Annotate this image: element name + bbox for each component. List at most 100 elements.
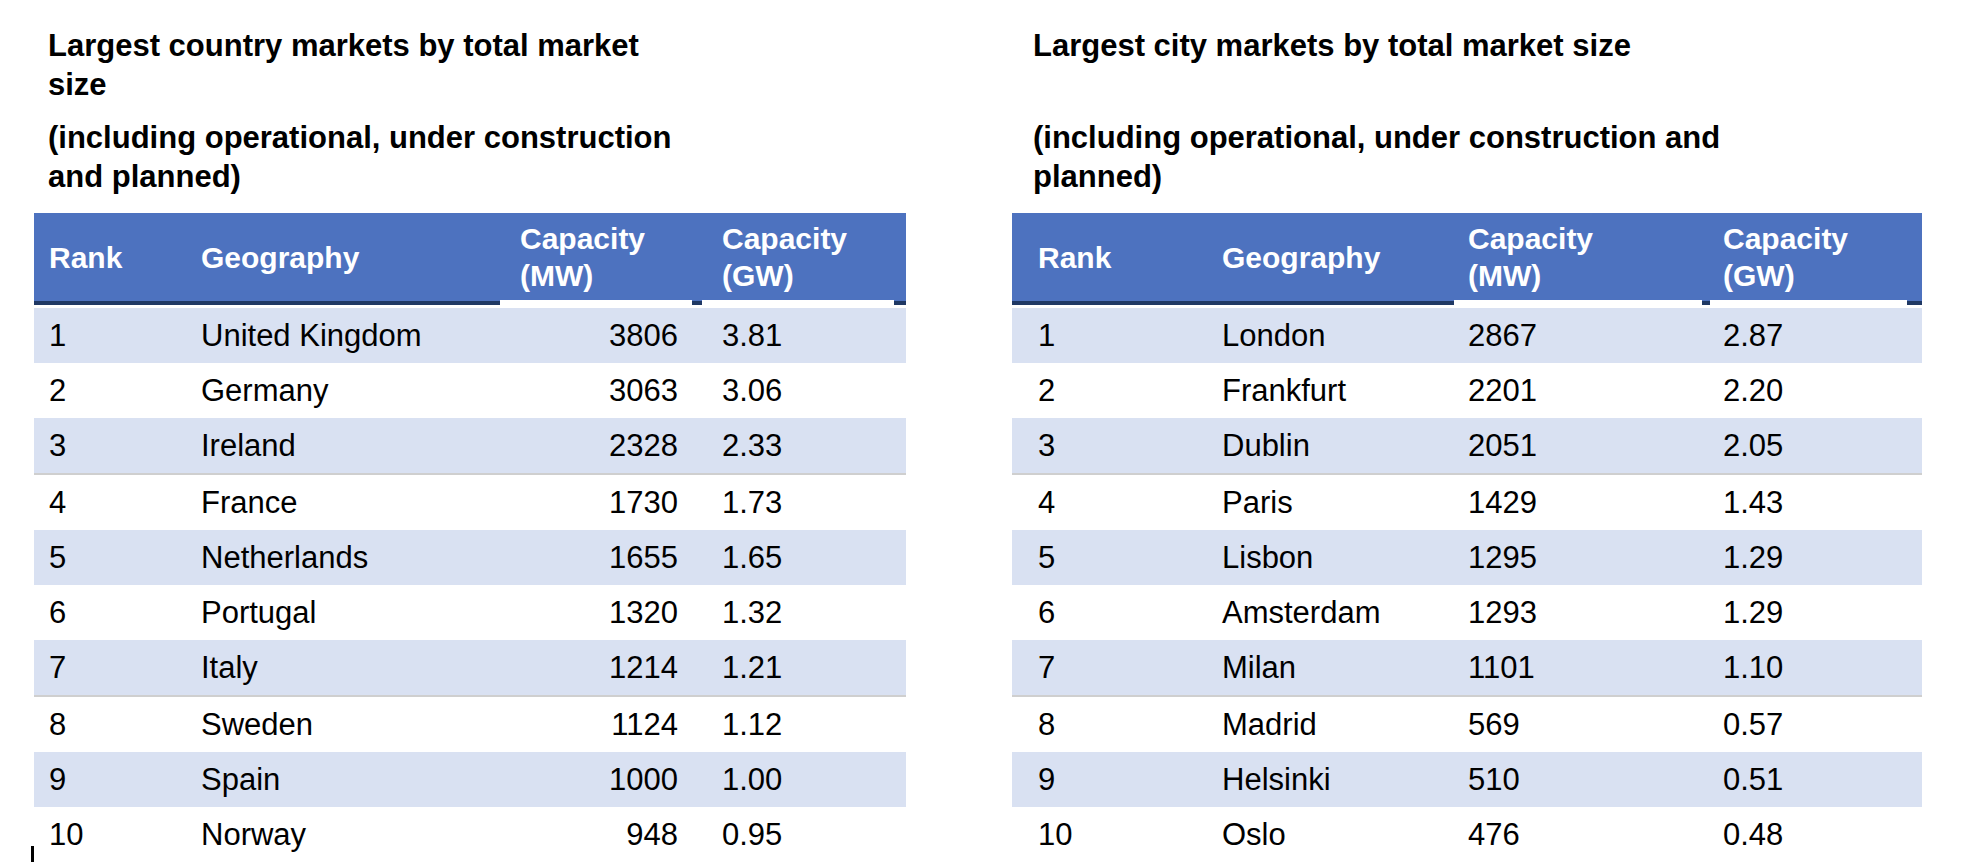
city-header-capacity-gw: Capacity (GW) [1707,213,1922,305]
country-header-row: Rank Geography Capacity (MW) Capacity (G… [34,213,906,305]
capacity-mw-cell: 1124 [504,697,694,752]
capacity-mw-cell: 476 [1457,807,1707,862]
city-header-capacity-mw-line2: (MW) [1468,257,1707,294]
country-subtitle-line1: (including operational, under constructi… [48,118,671,157]
country-table-container: Rank Geography Capacity (MW) Capacity (G… [34,213,906,862]
capacity-mw-cell: 3063 [504,363,694,418]
table-row: 4 France 1730 1.73 [34,475,906,530]
country-header-capacity-mw-line2: (MW) [520,257,694,294]
rank-cell: 7 [34,640,182,697]
geography-cell: United Kingdom [182,305,504,363]
table-row: 9 Spain 1000 1.00 [34,752,906,807]
rank-cell: 8 [34,697,182,752]
geography-cell: Dublin [1197,418,1457,475]
geography-cell: Helsinki [1197,752,1457,807]
capacity-mw-cell: 1320 [504,585,694,640]
table-row: 8 Madrid 569 0.57 [1012,697,1922,752]
country-table-subtitle: (including operational, under constructi… [48,118,671,196]
capacity-mw-cell: 1214 [504,640,694,697]
country-table-title: Largest country markets by total market … [48,26,639,104]
geography-cell: Norway [182,807,504,862]
table-row: 7 Italy 1214 1.21 [34,640,906,697]
capacity-gw-cell: 0.57 [1707,697,1922,752]
capacity-mw-cell: 1000 [504,752,694,807]
capacity-mw-cell: 1295 [1457,530,1707,585]
country-header-capacity-gw-line1: Capacity [722,220,906,257]
rank-cell: 9 [34,752,182,807]
rank-cell: 1 [34,305,182,363]
table-row: 10 Oslo 476 0.48 [1012,807,1922,862]
geography-cell: Sweden [182,697,504,752]
city-subtitle-line1: (including operational, under constructi… [1033,118,1720,157]
capacity-gw-cell: 1.00 [694,752,906,807]
geography-cell: France [182,475,504,530]
table-row: 6 Portugal 1320 1.32 [34,585,906,640]
rank-cell: 6 [1012,585,1197,640]
rank-cell: 7 [1012,640,1197,697]
table-row: 3 Ireland 2328 2.33 [34,418,906,475]
geography-cell: Italy [182,640,504,697]
city-title-line1: Largest city markets by total market siz… [1033,26,1631,65]
table-row: 2 Frankfurt 2201 2.20 [1012,363,1922,418]
country-title-line1: Largest country markets by total market [48,26,639,65]
capacity-mw-cell: 1730 [504,475,694,530]
capacity-mw-cell: 2201 [1457,363,1707,418]
table-row: 5 Netherlands 1655 1.65 [34,530,906,585]
rank-cell: 9 [1012,752,1197,807]
city-header-row: Rank Geography Capacity (MW) Capacity (G… [1012,213,1922,305]
rank-cell: 5 [1012,530,1197,585]
capacity-mw-cell: 3806 [504,305,694,363]
capacity-gw-cell: 1.21 [694,640,906,697]
city-subtitle-line2: planned) [1033,157,1720,196]
capacity-gw-cell: 1.10 [1707,640,1922,697]
capacity-gw-cell: 1.32 [694,585,906,640]
capacity-mw-cell: 1429 [1457,475,1707,530]
table-row: 4 Paris 1429 1.43 [1012,475,1922,530]
rank-cell: 2 [1012,363,1197,418]
capacity-gw-cell: 1.43 [1707,475,1922,530]
city-header-geography: Geography [1197,213,1457,305]
city-header-rank: Rank [1012,213,1197,305]
rank-cell: 10 [1012,807,1197,862]
rank-cell: 4 [1012,475,1197,530]
rank-cell: 3 [34,418,182,475]
geography-cell: Madrid [1197,697,1457,752]
capacity-gw-cell: 2.33 [694,418,906,475]
capacity-gw-cell: 2.87 [1707,305,1922,363]
geography-cell: Milan [1197,640,1457,697]
rank-cell: 8 [1012,697,1197,752]
capacity-mw-cell: 2051 [1457,418,1707,475]
header-underline-gw [702,300,894,306]
rank-cell: 4 [34,475,182,530]
rank-cell: 6 [34,585,182,640]
table-row: 7 Milan 1101 1.10 [1012,640,1922,697]
geography-cell: Spain [182,752,504,807]
table-row: 8 Sweden 1124 1.12 [34,697,906,752]
country-header-capacity-gw: Capacity (GW) [694,213,906,305]
capacity-gw-cell: 3.81 [694,305,906,363]
country-table: Rank Geography Capacity (MW) Capacity (G… [34,213,906,862]
geography-cell: Paris [1197,475,1457,530]
capacity-gw-cell: 1.73 [694,475,906,530]
table-row: 1 United Kingdom 3806 3.81 [34,305,906,363]
geography-cell: Germany [182,363,504,418]
country-header-capacity-mw-line1: Capacity [520,220,694,257]
table-row: 5 Lisbon 1295 1.29 [1012,530,1922,585]
capacity-mw-cell: 510 [1457,752,1707,807]
geography-cell: Oslo [1197,807,1457,862]
text-cursor-mark [31,846,34,862]
city-header-capacity-gw-line2: (GW) [1723,257,1922,294]
capacity-gw-cell: 3.06 [694,363,906,418]
table-row: 3 Dublin 2051 2.05 [1012,418,1922,475]
capacity-mw-cell: 1655 [504,530,694,585]
capacity-mw-cell: 2867 [1457,305,1707,363]
country-title-line2: size [48,65,639,104]
rank-cell: 3 [1012,418,1197,475]
capacity-gw-cell: 1.65 [694,530,906,585]
city-table-container: Rank Geography Capacity (MW) Capacity (G… [1012,213,1922,862]
table-row: 9 Helsinki 510 0.51 [1012,752,1922,807]
country-header-geography: Geography [182,213,504,305]
table-row: 2 Germany 3063 3.06 [34,363,906,418]
capacity-gw-cell: 1.29 [1707,585,1922,640]
geography-cell: Ireland [182,418,504,475]
